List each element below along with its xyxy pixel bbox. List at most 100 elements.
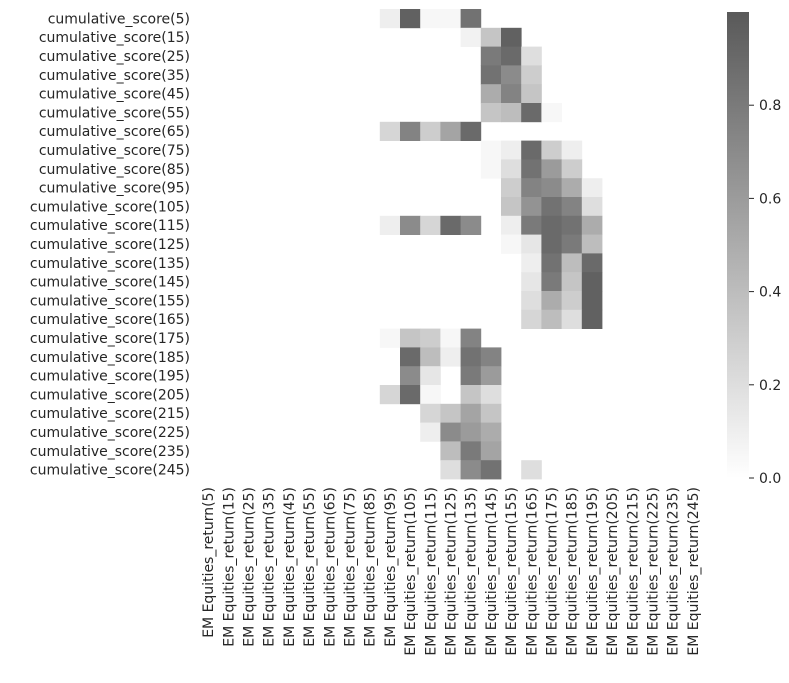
heatmap-cell <box>460 328 482 348</box>
heatmap-cell <box>581 272 603 292</box>
heatmap-cell <box>521 460 542 480</box>
heatmap-cell <box>561 197 583 217</box>
column-label: EM Equities_return(55) <box>302 487 318 647</box>
row-label: cumulative_score(115) <box>30 218 190 234</box>
heatmap-cell <box>440 422 461 442</box>
heatmap-cell <box>460 121 482 141</box>
heatmap-cell <box>581 234 603 254</box>
column-label: EM Equities_return(135) <box>464 487 480 656</box>
heatmap-cell <box>541 159 562 179</box>
heatmap-cell <box>379 328 401 348</box>
heatmap-cell <box>460 215 482 235</box>
heatmap-cells <box>379 9 603 480</box>
heatmap-cell <box>581 197 603 217</box>
heatmap-cell <box>501 103 522 123</box>
heatmap-cell <box>501 178 522 198</box>
heatmap-cell <box>581 215 603 235</box>
row-labels: cumulative_score(5) cumulative_score(15)c… <box>30 11 190 478</box>
heatmap-cell <box>581 291 603 311</box>
row-label: cumulative_score(135) <box>30 256 190 272</box>
heatmap-cell <box>541 234 562 254</box>
heatmap-cell <box>561 140 583 160</box>
heatmap-cell <box>561 291 583 311</box>
heatmap-cell <box>420 366 441 386</box>
heatmap-cell <box>480 46 502 66</box>
column-label: EM Equities_return(35) <box>262 487 278 647</box>
heatmap-cell <box>420 403 441 423</box>
colorbar-tick-label: 0.0 <box>759 471 781 487</box>
heatmap-cell <box>521 291 542 311</box>
heatmap-cell <box>521 272 542 292</box>
heatmap-cell <box>541 178 562 198</box>
heatmap-cell <box>480 441 502 461</box>
heatmap-cell <box>581 309 603 329</box>
heatmap-cell <box>440 441 461 461</box>
heatmap-cell <box>379 385 401 405</box>
row-label: cumulative_score(175) <box>30 331 190 347</box>
heatmap-cell <box>480 403 502 423</box>
column-label: EM Equities_return(125) <box>444 487 460 656</box>
column-label: EM Equities_return(115) <box>423 487 439 656</box>
colorbar-tick-label: 0.8 <box>759 98 781 114</box>
heatmap-cell <box>379 9 401 29</box>
heatmap-cell <box>400 328 421 348</box>
heatmap-cell <box>400 215 421 235</box>
heatmap-cell <box>440 403 461 423</box>
heatmap-cell <box>440 121 461 141</box>
heatmap-cell <box>521 234 542 254</box>
column-label: EM Equities_return(145) <box>484 487 500 656</box>
heatmap-cell <box>420 121 441 141</box>
column-label: EM Equities_return(75) <box>343 487 359 647</box>
column-label: EM Equities_return(155) <box>504 487 520 656</box>
row-label: cumulative_score(15) <box>39 30 190 46</box>
heatmap-cell <box>541 309 562 329</box>
row-label: cumulative_score(225) <box>30 425 190 441</box>
row-label: cumulative_score(215) <box>30 406 190 422</box>
row-label: cumulative_score(5) <box>48 11 190 27</box>
heatmap-cell <box>521 197 542 217</box>
heatmap-cell <box>400 347 421 367</box>
heatmap-cell <box>561 272 583 292</box>
heatmap-cell <box>541 272 562 292</box>
colorbar <box>727 12 749 478</box>
column-label: EM Equities_return(225) <box>646 487 662 656</box>
heatmap-cell <box>561 309 583 329</box>
heatmap-cell <box>460 441 482 461</box>
heatmap-cell <box>379 121 401 141</box>
heatmap-cell <box>541 291 562 311</box>
heatmap-cell <box>541 103 562 123</box>
column-label: EM Equities_return(25) <box>242 487 258 647</box>
heatmap-cell <box>480 65 502 85</box>
heatmap-cell <box>379 215 401 235</box>
heatmap-cell <box>440 9 461 29</box>
heatmap-cell <box>480 27 502 47</box>
row-label: cumulative_score(235) <box>30 444 190 460</box>
colorbar-tick-label: 0.4 <box>759 285 781 301</box>
heatmap-cell <box>420 385 441 405</box>
row-label: cumulative_score(35) <box>39 68 190 84</box>
heatmap-cell <box>420 328 441 348</box>
heatmap-cell <box>541 140 562 160</box>
heatmap-cell <box>561 234 583 254</box>
column-label: EM Equities_return(15) <box>221 487 237 647</box>
row-label: cumulative_score(75) <box>39 143 190 159</box>
heatmap-cell <box>581 178 603 198</box>
column-label: EM Equities_return(5) <box>201 487 217 638</box>
heatmap-cell <box>460 460 482 480</box>
heatmap-cell <box>521 140 542 160</box>
heatmap-cell <box>501 84 522 104</box>
heatmap-cell <box>521 103 542 123</box>
heatmap-cell <box>501 234 522 254</box>
heatmap-cell <box>501 27 522 47</box>
heatmap-cell <box>541 253 562 273</box>
heatmap-cell <box>541 197 562 217</box>
heatmap-cell <box>521 159 542 179</box>
heatmap-cell <box>460 403 482 423</box>
column-label: EM Equities_return(245) <box>686 487 702 656</box>
row-label: cumulative_score(145) <box>30 275 190 291</box>
column-label: EM Equities_return(215) <box>625 487 641 656</box>
heatmap-cell <box>480 103 502 123</box>
row-label: cumulative_score(165) <box>30 312 190 328</box>
column-label: EM Equities_return(165) <box>524 487 540 656</box>
column-label: EM Equities_return(45) <box>282 487 298 647</box>
